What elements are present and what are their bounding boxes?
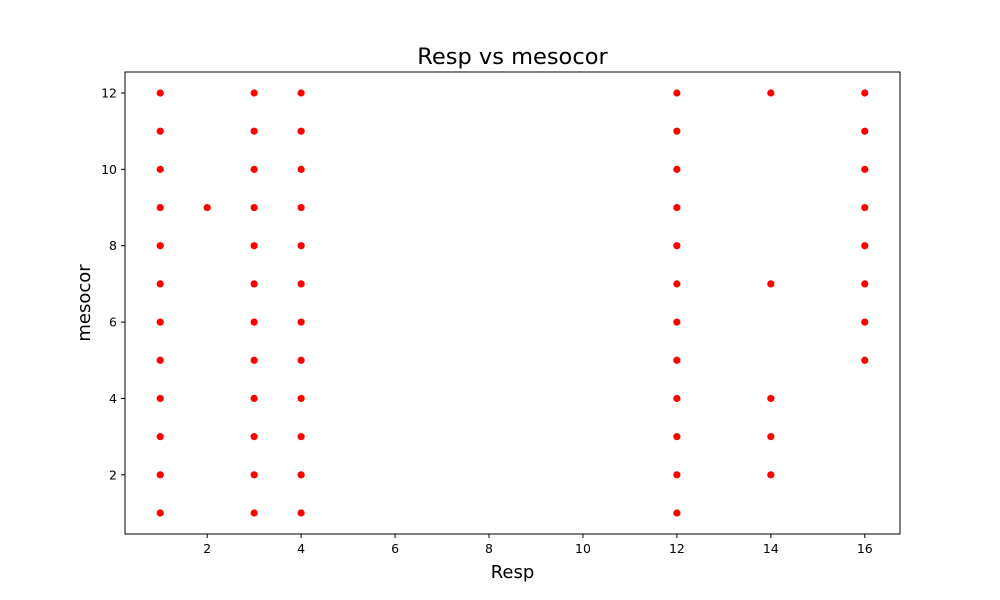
data-point [673,165,681,173]
y-tick-label: 2 [109,467,117,482]
data-point [297,280,305,288]
data-point [767,394,775,403]
data-point [861,242,869,250]
data-point [297,356,305,364]
x-tick-label: 2 [203,541,211,556]
x-axis-label: Resp [491,562,535,583]
x-tick-label: 10 [575,541,591,556]
data-point [861,280,869,288]
data-point [203,203,211,212]
data-point [861,89,869,97]
data-point [297,165,305,173]
data-point [861,165,869,173]
data-point [250,280,258,288]
data-point [297,89,305,97]
data-point [767,89,775,97]
data-point [673,89,681,97]
data-point [156,356,164,364]
data-point [156,394,164,403]
data-point [156,203,164,212]
data-point [767,280,775,288]
y-tick-label: 10 [101,162,117,177]
data-point [156,471,164,479]
x-axis-ticks: 2 4 6 8 10 12 14 16 [203,534,873,556]
data-point [673,203,681,212]
data-point [297,203,305,212]
data-point [673,433,681,441]
x-tick-label: 4 [297,541,305,556]
chart-title: Resp vs mesocor [417,44,608,70]
data-point [250,127,258,135]
data-point [297,394,305,403]
plot-area [124,71,901,535]
data-point [156,127,164,135]
y-tick-label: 8 [109,238,117,253]
data-point [156,509,164,517]
data-point [673,280,681,288]
y-axis-ticks: 2 4 6 8 10 12 [101,86,125,482]
data-point [673,318,681,326]
x-tick-label: 16 [857,541,873,556]
data-point [767,433,775,441]
y-tick-label: 4 [109,391,117,406]
data-point [297,471,305,479]
data-point [156,165,164,173]
data-point [673,509,681,517]
data-point [861,127,869,135]
data-point [250,203,258,212]
data-point [156,318,164,326]
data-point [673,471,681,479]
data-point [250,89,258,97]
data-point [156,242,164,250]
data-point [297,127,305,135]
data-point [250,165,258,173]
data-point [156,280,164,288]
x-tick-label: 12 [669,541,685,556]
data-point [673,356,681,364]
data-point [297,318,305,326]
data-point [250,471,258,479]
data-point [673,127,681,135]
x-tick-label: 6 [391,541,399,556]
data-point [861,318,869,326]
y-tick-label: 12 [101,86,117,101]
data-point [156,433,164,441]
y-tick-label: 6 [109,315,117,330]
data-point [250,356,258,364]
data-point [673,394,681,403]
data-point [861,356,869,364]
data-point [250,318,258,326]
data-point [250,394,258,403]
data-point [156,89,164,97]
data-point [297,433,305,441]
x-tick-label: 8 [485,541,493,556]
data-point [250,433,258,441]
data-point [250,242,258,250]
data-point [673,242,681,250]
data-point [297,509,305,517]
data-point [767,471,775,479]
x-tick-label: 14 [763,541,779,556]
data-point [297,242,305,250]
data-points [156,89,869,517]
data-point [250,509,258,517]
data-point [861,203,869,212]
y-axis-label: mesocor [74,264,95,342]
